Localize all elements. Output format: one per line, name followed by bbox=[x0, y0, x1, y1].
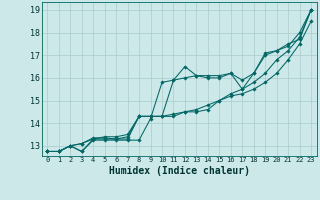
X-axis label: Humidex (Indice chaleur): Humidex (Indice chaleur) bbox=[109, 166, 250, 176]
